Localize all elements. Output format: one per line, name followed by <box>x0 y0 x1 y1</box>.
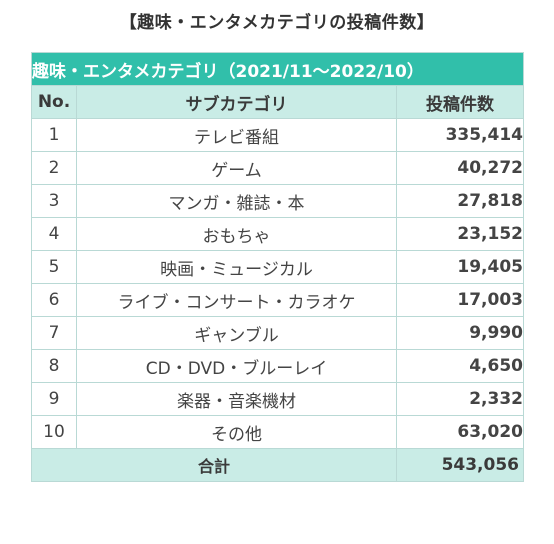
table-row: 3 マンガ・雑誌・本 27,818 <box>31 184 524 218</box>
header-category: サブカテゴリ <box>76 85 397 119</box>
row-count: 40,272 <box>396 151 524 185</box>
row-count: 4,650 <box>396 349 524 383</box>
table-row: 9 楽器・音楽機材 2,332 <box>31 382 524 416</box>
row-no: 7 <box>31 316 77 350</box>
page-title: 【趣味・エンタメカテゴリの投稿件数】 <box>119 13 435 33</box>
row-category: 映画・ミュージカル <box>76 250 397 284</box>
row-no: 8 <box>31 349 77 383</box>
table-header-row: No. サブカテゴリ 投稿件数 <box>31 85 524 119</box>
row-count: 63,020 <box>396 415 524 449</box>
row-no: 1 <box>31 118 77 152</box>
row-category: ライブ・コンサート・カラオケ <box>76 283 397 317</box>
row-count: 23,152 <box>396 217 524 251</box>
row-count: 19,405 <box>396 250 524 284</box>
row-category: ギャンブル <box>76 316 397 350</box>
row-no: 6 <box>31 283 77 317</box>
total-count: 543,056 <box>396 448 524 482</box>
row-category: テレビ番組 <box>76 118 397 152</box>
row-no: 5 <box>31 250 77 284</box>
row-category: CD・DVD・ブルーレイ <box>76 349 397 383</box>
total-label: 合計 <box>31 448 397 482</box>
row-no: 10 <box>31 415 77 449</box>
table-caption: 趣味・エンタメカテゴリ（2021/11～2022/10） <box>31 52 524 86</box>
row-category: 楽器・音楽機材 <box>76 382 397 416</box>
header-no: No. <box>31 85 77 119</box>
row-category: おもちゃ <box>76 217 397 251</box>
table-row: 4 おもちゃ 23,152 <box>31 217 524 251</box>
table-caption-row: 趣味・エンタメカテゴリ（2021/11～2022/10） <box>31 52 524 86</box>
row-no: 2 <box>31 151 77 185</box>
table-total-row: 合計 543,056 <box>31 448 524 482</box>
table-row: 6 ライブ・コンサート・カラオケ 17,003 <box>31 283 524 317</box>
row-category: マンガ・雑誌・本 <box>76 184 397 218</box>
category-table: 趣味・エンタメカテゴリ（2021/11～2022/10） No. サブカテゴリ … <box>31 52 524 482</box>
header-count: 投稿件数 <box>396 85 524 119</box>
row-count: 2,332 <box>396 382 524 416</box>
row-count: 9,990 <box>396 316 524 350</box>
row-no: 9 <box>31 382 77 416</box>
table-row: 2 ゲーム 40,272 <box>31 151 524 185</box>
table-row: 7 ギャンブル 9,990 <box>31 316 524 350</box>
row-count: 335,414 <box>396 118 524 152</box>
row-no: 3 <box>31 184 77 218</box>
table-row: 1 テレビ番組 335,414 <box>31 118 524 152</box>
row-count: 17,003 <box>396 283 524 317</box>
row-count: 27,818 <box>396 184 524 218</box>
row-category: その他 <box>76 415 397 449</box>
row-category: ゲーム <box>76 151 397 185</box>
table-row: 8 CD・DVD・ブルーレイ 4,650 <box>31 349 524 383</box>
row-no: 4 <box>31 217 77 251</box>
table-row: 10 その他 63,020 <box>31 415 524 449</box>
table-row: 5 映画・ミュージカル 19,405 <box>31 250 524 284</box>
